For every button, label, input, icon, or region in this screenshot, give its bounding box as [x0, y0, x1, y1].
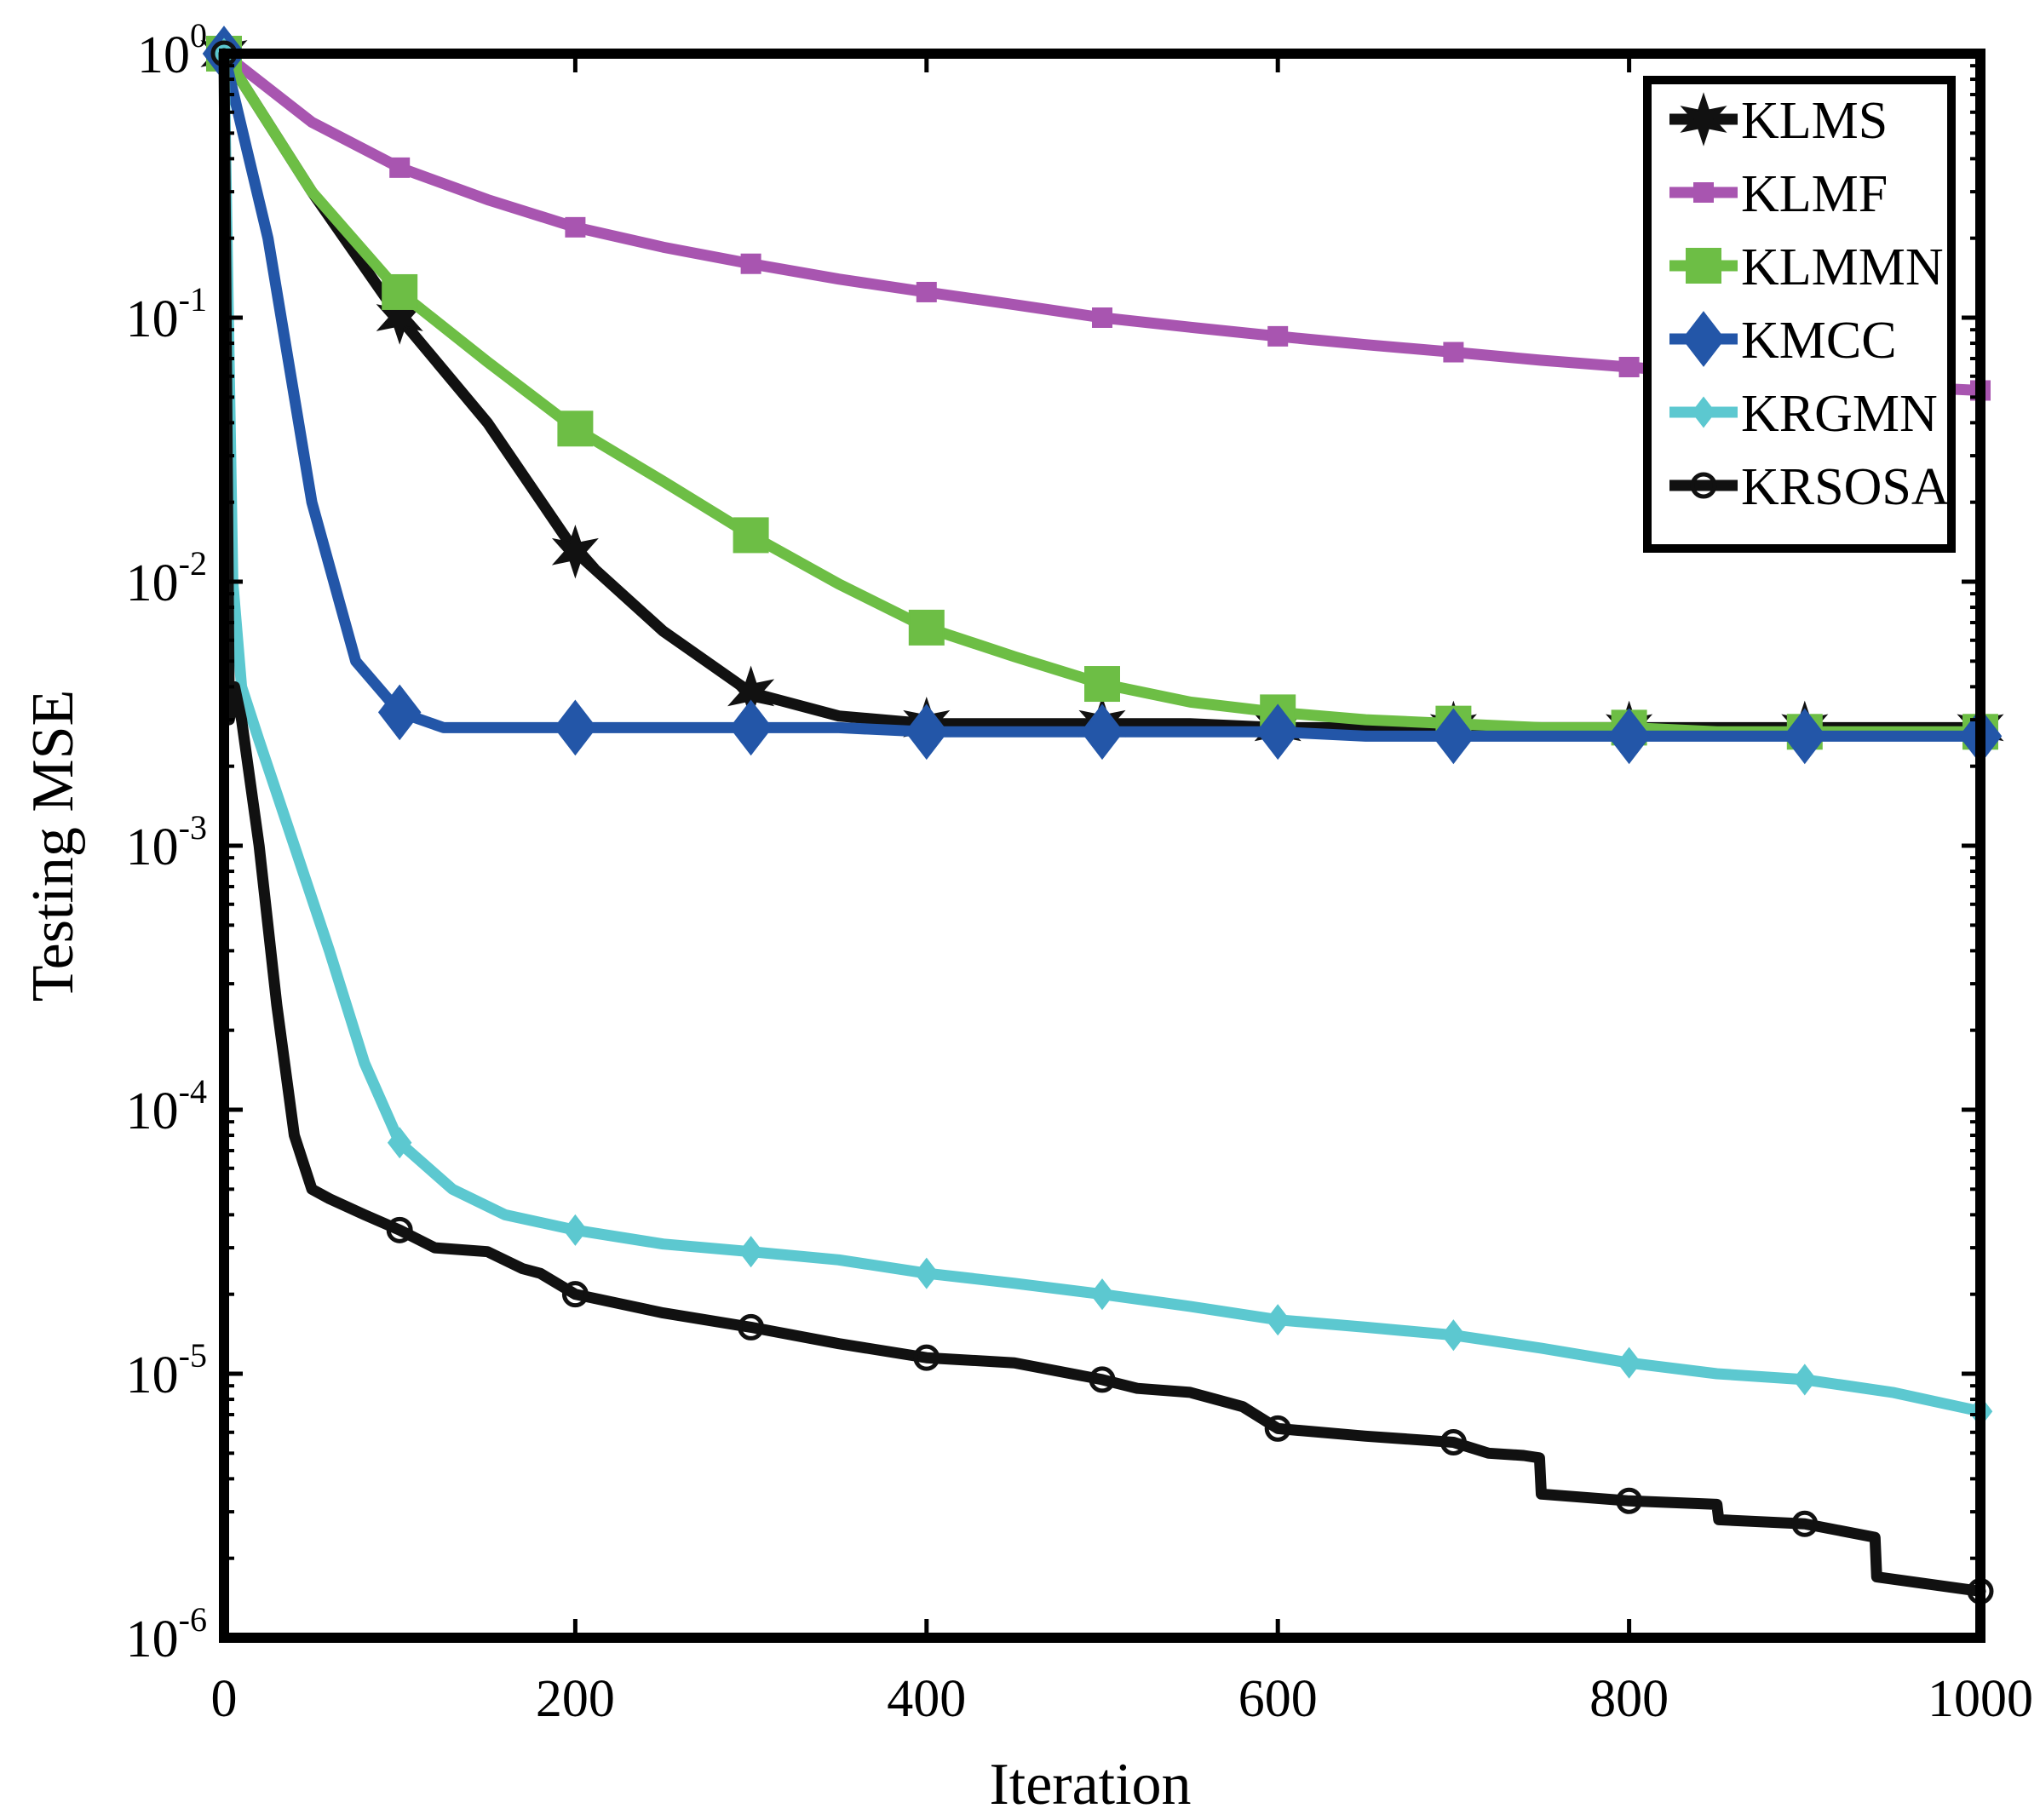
legend-item: KLMMN	[1669, 238, 1944, 296]
y-tick-exponent: -2	[179, 544, 207, 583]
legend-marker	[1681, 311, 1726, 367]
y-tick-base: 10	[126, 1346, 179, 1404]
data-point-klms	[551, 524, 599, 579]
series-klmmn	[206, 36, 1998, 750]
data-point-krgmn	[1617, 1346, 1641, 1379]
y-tick-label: 10-2	[126, 544, 207, 612]
series-line-krgmn	[218, 48, 1986, 1417]
data-point-klmf	[916, 281, 937, 302]
data-point-krsosa	[386, 1216, 413, 1243]
data-point-kmcc	[377, 684, 422, 741]
legend-item: KLMF	[1669, 165, 1888, 223]
data-point-klmf	[1443, 342, 1464, 363]
data-point-kmcc	[1783, 708, 1827, 765]
legend-label: KLMS	[1741, 92, 1888, 150]
x-axis-title: Iteration	[989, 1752, 1191, 1817]
data-point-krgmn	[738, 1236, 763, 1268]
data-point-klmmn	[733, 517, 769, 554]
legend-marker	[1691, 396, 1716, 428]
y-tick-label: 10-4	[126, 1072, 207, 1140]
legend-marker	[1680, 92, 1727, 146]
data-point-kmcc	[1607, 708, 1651, 765]
legend-marker	[1686, 248, 1721, 284]
data-point-krgmn	[1089, 1278, 1115, 1311]
data-point-klmmn	[557, 411, 594, 447]
legend: KLMS KLMF KLMMN KMCC KRGMN KRSOSA	[1643, 76, 1956, 553]
data-point-krsosa	[913, 1344, 940, 1371]
data-point-klmmn	[908, 609, 945, 646]
legend-label: KLMF	[1741, 165, 1888, 223]
data-point-kmcc	[905, 703, 949, 761]
y-tick-label: 10-3	[126, 808, 207, 876]
legend-item: KRGMN	[1669, 385, 1938, 443]
x-tick-label: 800	[1589, 1670, 1669, 1728]
x-tick-label: 1000	[1928, 1670, 2033, 1728]
series-krgmn	[211, 37, 1993, 1427]
data-point-klmf	[1092, 307, 1112, 328]
y-tick-base: 10	[137, 26, 190, 84]
y-tick-exponent: -6	[179, 1600, 207, 1639]
data-point-klmf	[389, 157, 411, 178]
x-tick-label: 0	[211, 1670, 238, 1728]
data-point-krgmn	[1792, 1364, 1818, 1396]
legend-item: KRSOSA	[1669, 458, 1950, 516]
data-point-krgmn	[1441, 1319, 1466, 1352]
data-point-klmf	[1267, 325, 1289, 347]
data-point-krsosa	[1439, 1428, 1467, 1455]
data-point-klmmn	[1084, 666, 1120, 703]
y-tick-exponent: -1	[179, 280, 207, 319]
y-tick-label: 100	[137, 16, 207, 84]
x-tick-label: 600	[1238, 1670, 1318, 1728]
data-point-kmcc	[554, 699, 597, 756]
y-tick-label: 10-5	[126, 1336, 207, 1404]
series-line-krsosa	[218, 48, 1986, 1597]
y-tick-exponent: -3	[179, 808, 207, 847]
data-point-krgmn	[563, 1214, 588, 1246]
data-point-krgmn	[387, 1127, 412, 1159]
data-point-krsosa	[1264, 1415, 1291, 1442]
legend-label: KRGMN	[1741, 385, 1938, 443]
y-tick-base: 10	[126, 290, 179, 348]
x-tick-label: 200	[536, 1670, 615, 1728]
legend-box	[1643, 76, 1956, 553]
data-point-krsosa	[738, 1313, 765, 1341]
y-tick-base: 10	[126, 818, 179, 876]
data-point-klmf	[565, 216, 586, 238]
legend-label: KLMMN	[1741, 238, 1944, 296]
legend-item: KLMS	[1669, 92, 1888, 150]
y-tick-base: 10	[126, 1610, 179, 1668]
y-tick-exponent: -5	[179, 1336, 207, 1375]
data-point-klmf	[1618, 356, 1640, 377]
data-point-kmcc	[1432, 708, 1475, 765]
y-tick-base: 10	[126, 1082, 179, 1140]
y-tick-label: 10-1	[126, 280, 207, 348]
legend-label: KMCC	[1741, 312, 1897, 370]
data-point-klmf	[740, 253, 761, 274]
legend-item: KMCC	[1669, 311, 1897, 370]
legend-marker	[1693, 182, 1714, 203]
data-point-kmcc	[729, 699, 773, 756]
data-point-krsosa	[561, 1281, 589, 1308]
y-tick-exponent: -4	[179, 1072, 207, 1111]
data-point-krgmn	[1265, 1304, 1290, 1336]
y-tick-base: 10	[126, 554, 179, 612]
data-point-klmmn	[382, 273, 418, 310]
legend-marker	[1690, 472, 1717, 499]
x-tick-label: 400	[887, 1670, 966, 1728]
y-tick-exponent: 0	[190, 16, 207, 55]
legend-label: KRSOSA	[1741, 458, 1950, 516]
data-point-krsosa	[1089, 1366, 1116, 1393]
data-point-krgmn	[914, 1257, 940, 1289]
data-point-kmcc	[1256, 703, 1300, 761]
y-tick-label: 10-6	[126, 1600, 207, 1668]
plot-frame	[219, 49, 1985, 1643]
data-point-krsosa	[1791, 1510, 1819, 1537]
data-point-kmcc	[1080, 703, 1124, 761]
y-axis-title: Testing MSE	[20, 690, 86, 1002]
data-point-krsosa	[1616, 1487, 1643, 1514]
series-krsosa	[210, 40, 1994, 1605]
